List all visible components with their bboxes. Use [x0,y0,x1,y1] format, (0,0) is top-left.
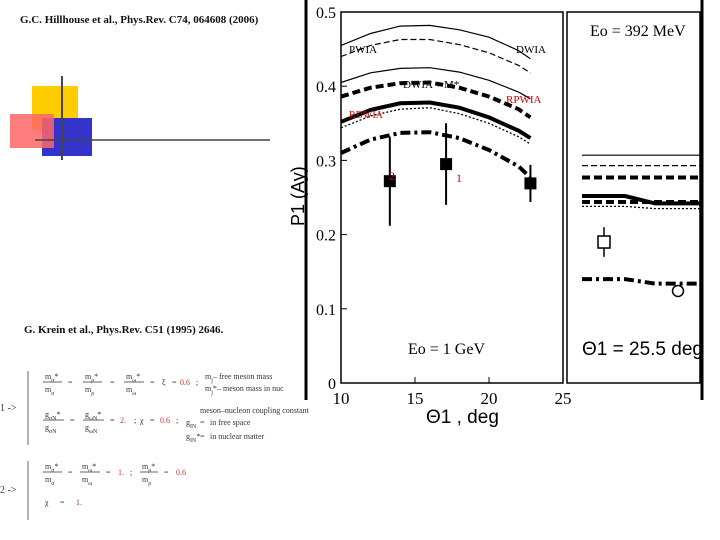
coupling-ratio-row: gσN* gσN = gωN* gωN = 2. ; χ = 0.6 ; gIN… [43,410,265,444]
svg-text:=: = [200,432,205,441]
svg-text:=: = [172,378,177,387]
mass-ratio-row: mσ* mσ = mρ* mρ = mω* mω = ξ = 0.6 ; mj … [43,372,297,397]
side-angle-label: Θ1 = 25.5 deg [582,339,703,360]
y-tick-label: 0.2 [316,228,336,245]
y-axis-label: P1 (Ay) [288,166,308,226]
data-point [440,158,453,171]
svg-text:=: = [68,378,73,387]
svg-text:ξ: ξ [162,378,166,387]
svg-text:– meson mass in nucleus: – meson mass in nucleus [216,384,297,393]
y-tick-label: 0 [328,376,336,393]
case2-label: 2 -> [0,485,17,496]
data-point [383,175,396,188]
main-energy-label: Eo = 1 GeV [408,341,485,358]
svg-text:1.: 1. [76,498,82,507]
side-series-line [582,194,700,206]
side-plot-frame [566,11,701,384]
decorative-squares [10,76,270,160]
svg-text:1.: 1. [118,468,124,477]
case1-label: 1 -> [0,403,17,414]
svg-text:=: = [150,416,155,425]
svg-text:– free meson mass: – free meson mass [212,372,272,381]
label-dwia: DWIA [516,44,546,56]
svg-text:χ: χ [139,416,144,425]
svg-text:=: = [164,468,169,477]
label-dwia-mstar: DWIA + M* [403,79,459,91]
y-tick-label: 0.1 [316,302,336,319]
svg-text:mρ: mρ [142,475,151,487]
svg-text:gIN: gIN [186,418,197,430]
svg-text:mσ: mσ [45,385,55,397]
y-tick-label: 0.3 [316,153,336,170]
svg-text:=: = [68,468,73,477]
svg-text:=: = [70,416,75,425]
x-tick-label: 15 [407,389,424,408]
x-axis-label: Θ1 , deg [426,407,499,428]
label-rdwia: RDWIA [349,110,384,121]
svg-text:=: = [110,378,115,387]
svg-text:=: = [200,418,205,427]
svg-text:mρ: mρ [85,385,94,397]
svg-text:=: = [110,416,115,425]
svg-text:mj*: mj* [205,384,217,396]
svg-text:=: = [150,378,155,387]
side-series-line [582,277,700,286]
equations-block: 1 -> 2 -> mσ* mσ = mρ* mρ = mω* mω = ξ =… [0,371,310,520]
x-tick-label: 20 [481,389,498,408]
coupling-comment: meson–nucleon coupling constant [200,406,310,415]
side-series-line [582,205,700,210]
svg-text:;: ; [130,468,132,477]
series-line-pwia [340,24,531,60]
svg-text:;: ; [134,416,136,425]
svg-text:=: = [106,468,111,477]
svg-text:=: = [60,498,65,507]
label-rpwia: RPWIA [506,94,542,106]
svg-text:mσ: mσ [45,475,55,487]
svg-text:in free space: in free space [210,418,251,427]
reference-hillhouse: G.C. Hillhouse et al., Phys.Rev. C74, 06… [20,14,259,26]
series-line-rdwia [340,100,532,140]
svg-text:0.6: 0.6 [160,416,170,425]
svg-text:in nuclear matter: in nuclear matter [210,432,265,441]
svg-text:mj: mj [205,372,213,384]
series-line-rpwia [340,67,531,100]
main-plot-frame [340,11,564,384]
y-tick-label: 0.4 [316,79,336,96]
series-line-dotted [340,107,531,145]
side-data-point-square [597,235,611,249]
svg-text:0.6: 0.6 [180,378,190,387]
svg-text:mω: mω [126,385,136,397]
svg-text:2.: 2. [120,416,126,425]
svg-text:χ: χ [44,498,49,507]
series-line-dwia [340,38,531,74]
y-tick-label: 0.5 [316,5,336,22]
x-tick-label: 25 [555,389,572,408]
series-line-thick-dashdot [340,130,532,179]
svg-text:0.6: 0.6 [176,468,186,477]
svg-text:;: ; [196,378,198,387]
side-data-point-circle [671,284,685,298]
svg-text:mω: mω [82,475,92,487]
side-energy-label: Eo = 392 MeV [590,23,686,40]
annotation-1: 1 [456,171,462,185]
annotation-2: 2 [389,169,395,183]
svg-text:;: ; [176,416,178,425]
x-tick-label: 10 [333,389,350,408]
red-square [10,114,54,148]
data-point [524,177,537,190]
label-pwia: PWIA [349,44,377,56]
reference-krein: G. Krein et al., Phys.Rev. C51 (1995) 26… [24,324,224,336]
